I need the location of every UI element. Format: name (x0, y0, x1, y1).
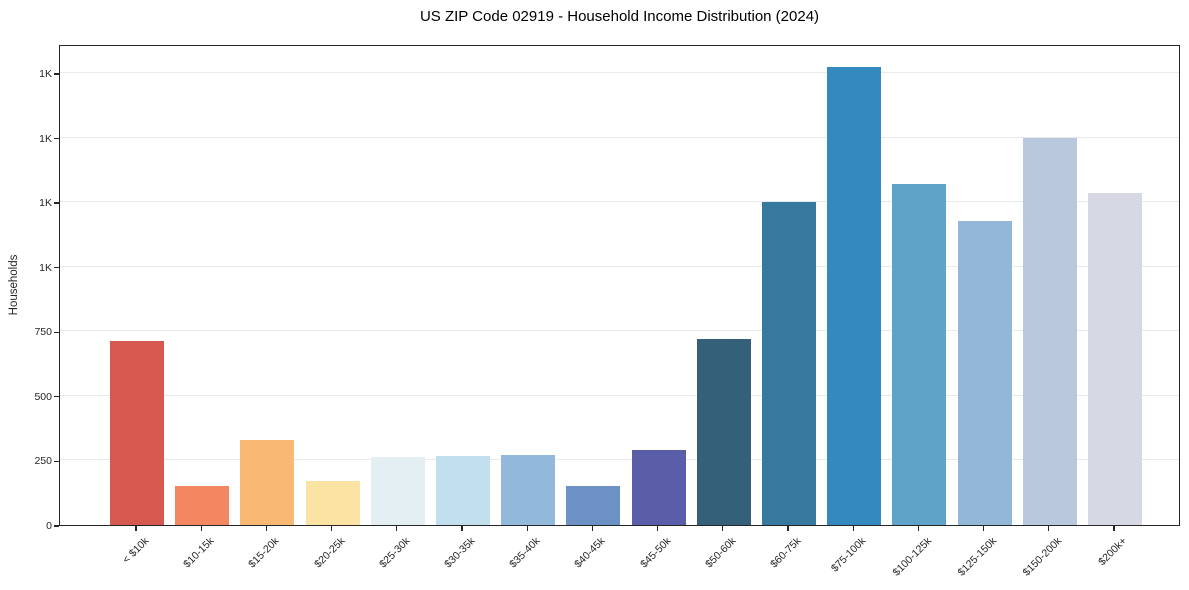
y-tick-mark (54, 460, 59, 462)
x-tick-label: $100-125k (890, 535, 934, 579)
bar-10k (110, 340, 164, 525)
bar-50-60k (696, 338, 751, 525)
x-tick-label: $50-60k (702, 535, 739, 571)
x-tick-label: $75-100k (829, 535, 869, 575)
x-tick-mark (461, 526, 463, 531)
bar-150-200k (1022, 138, 1077, 525)
x-tick-mark (722, 526, 724, 531)
y-tick-label: 250 (34, 455, 52, 468)
x-tick-mark (591, 526, 593, 531)
gridline (60, 394, 1179, 396)
y-tick-label: 1K (39, 261, 52, 274)
x-tick-mark (983, 526, 985, 531)
y-tick-label: 1K (39, 197, 52, 210)
y-tick-mark (54, 73, 59, 75)
x-tick-label: $60-75k (768, 535, 804, 571)
bar-60-75k (762, 202, 816, 525)
x-tick-mark (200, 526, 202, 531)
bar-10-15k (175, 485, 230, 525)
x-tick-label: $30-35k (442, 535, 478, 571)
y-tick-label: 500 (34, 390, 52, 403)
x-tick-label: $45-50k (637, 535, 674, 571)
y-tick-label: 1K (39, 67, 52, 80)
bar-30-35k (436, 455, 490, 525)
chart-title: US ZIP Code 02919 - Household Income Dis… (419, 8, 820, 25)
y-tick-mark (54, 202, 59, 204)
x-tick-label: $150-200k (1020, 535, 1065, 579)
x-tick-mark (1048, 526, 1050, 531)
y-tick-mark (54, 267, 59, 269)
x-tick-label: < $10k (120, 535, 152, 566)
y-tick-mark (54, 137, 59, 140)
bar-200k (1088, 192, 1142, 525)
gridline (60, 201, 1179, 203)
x-tick-label: $200k+ (1096, 535, 1130, 569)
bar-20-25k (305, 480, 360, 525)
plot-area (59, 45, 1180, 526)
bar-45-50k (631, 450, 686, 525)
x-tick-label: $20-25k (311, 535, 348, 571)
x-tick-mark (852, 526, 854, 531)
bar-125-150k (957, 220, 1012, 525)
x-tick-mark (787, 526, 789, 531)
x-tick-label: $40-45k (572, 535, 608, 571)
gridline (60, 71, 1179, 73)
gridline (60, 265, 1179, 267)
x-tick-label: $125-150k (955, 535, 1000, 579)
bar-35-40k (501, 455, 556, 525)
y-tick-mark (54, 525, 59, 527)
x-tick-mark (526, 526, 528, 531)
x-tick-mark (135, 526, 137, 531)
bar-40-45k (566, 486, 621, 525)
gridline (60, 136, 1179, 138)
y-tick-label: 0 (46, 520, 52, 532)
y-tick-label: 750 (34, 326, 52, 339)
y-tick-label: 1K (39, 132, 52, 145)
bar-25-30k (370, 457, 425, 525)
gridline (60, 330, 1179, 332)
x-tick-label: $10-15k (181, 535, 217, 571)
y-tick-mark (54, 331, 59, 333)
bar-75-100k (827, 67, 882, 525)
y-tick-mark (54, 396, 59, 398)
x-tick-label: $35-40k (507, 535, 543, 571)
x-tick-mark (1113, 526, 1115, 531)
bar-100-125k (892, 183, 947, 525)
x-tick-mark (657, 526, 659, 531)
x-tick-mark (331, 526, 333, 531)
gridline (60, 459, 1179, 461)
x-tick-mark (396, 526, 398, 531)
bar-15-20k (240, 439, 295, 525)
x-tick-label: $25-30k (376, 535, 413, 571)
x-tick-label: $15-20k (246, 535, 282, 571)
x-tick-mark (265, 526, 267, 531)
x-tick-mark (917, 526, 919, 531)
